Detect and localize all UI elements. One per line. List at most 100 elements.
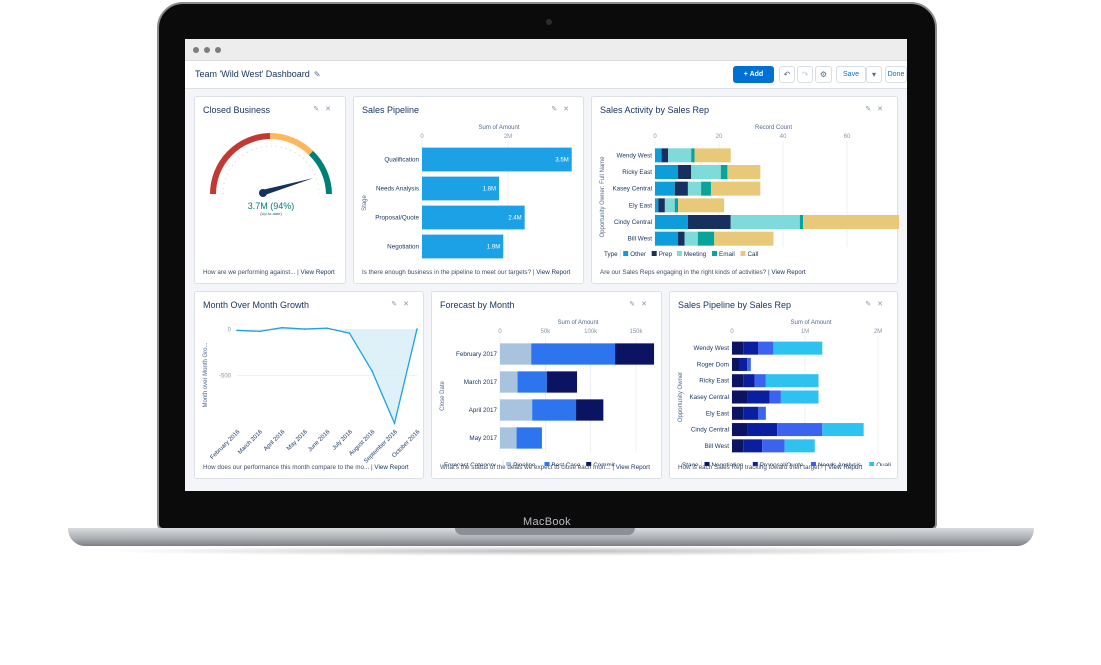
legend-label: Other [630, 251, 646, 258]
add-button[interactable]: + Add [733, 66, 774, 83]
legend-label: Email [719, 251, 735, 258]
bar-segment [730, 215, 800, 229]
legend-label: Call [748, 251, 759, 258]
gauge-needle-hub [259, 189, 267, 197]
bar-segment [655, 181, 675, 196]
bar-segment [732, 341, 744, 355]
close-icon[interactable]: ✕ [403, 301, 415, 308]
bar-segment [664, 198, 675, 213]
bar [422, 234, 504, 259]
view-report-link[interactable]: View Report [828, 464, 863, 471]
card-actions: ✎✕ [391, 300, 415, 308]
window-minimize-icon[interactable] [204, 47, 210, 53]
close-icon[interactable]: ✕ [641, 301, 653, 308]
dashboard-title: Team 'Wild West' Dashboard ✎ [195, 69, 321, 79]
legend-swatch [506, 462, 512, 466]
edit-icon[interactable]: ✎ [391, 301, 404, 308]
close-icon[interactable]: ✕ [325, 106, 337, 113]
category-label: Qualification [384, 157, 419, 164]
sales-pipeline-chart: Sum of Amount 0 2M Stage Qualification 3.5M Ne… [362, 125, 572, 261]
y-tick-label: -500 [219, 373, 232, 379]
settings-button[interactable]: ⚙ [815, 66, 832, 83]
close-icon[interactable]: ✕ [877, 106, 889, 113]
close-icon[interactable]: ✕ [877, 301, 889, 308]
edit-icon[interactable]: ✎ [865, 301, 878, 308]
legend-label: Needs Analysis [818, 462, 861, 466]
window-zoom-icon[interactable] [215, 47, 221, 53]
bar-segment [743, 439, 763, 453]
line-area [237, 327, 417, 424]
bar-segment [743, 374, 755, 388]
save-menu-button[interactable]: ▾ [866, 66, 882, 83]
category-label: Ely East [706, 410, 729, 417]
gauge-band-green [308, 150, 332, 195]
sales-activity-card: Sales Activity by Sales Rep ✎✕ Record Co… [591, 96, 899, 284]
edit-icon[interactable]: ✎ [313, 106, 326, 113]
edit-icon[interactable]: ✎ [629, 301, 642, 308]
x-axis-label: Record Count [755, 125, 792, 131]
category-label: Cindy Central [691, 427, 729, 434]
edit-icon[interactable]: ✎ [551, 106, 564, 113]
card-footer: Is there enough business in the pipeline… [362, 269, 571, 276]
bar-segment [694, 148, 731, 163]
x-axis-label: Sum of Amount [557, 320, 598, 326]
bar-segment [758, 341, 774, 355]
legend-swatch [623, 251, 629, 256]
edit-title-icon[interactable]: ✎ [313, 70, 321, 79]
undo-button[interactable]: ↶ [779, 66, 795, 83]
bar-segment [780, 390, 819, 404]
bar-segment [678, 165, 692, 179]
data-point [326, 327, 328, 329]
legend-label: Proposal/Quote [760, 462, 804, 466]
bar-segment [674, 181, 688, 196]
window-close-icon[interactable] [193, 47, 199, 53]
card-footer: How are we performing against... | View … [203, 269, 335, 276]
x-tick-label: April 2016 [263, 429, 287, 453]
legend-swatch [651, 251, 657, 256]
bar-data-label: 3.5M [555, 158, 568, 164]
card-actions: ✎✕ [629, 300, 653, 308]
y-axis-label: Month over Month Gro... [203, 342, 209, 407]
x-tick-label: 60 [844, 134, 851, 140]
bar-segment [732, 390, 748, 404]
forecast-chart: Sum of Amount 0 50k 100k 150k Close Date Febru… [440, 320, 655, 466]
card-title: Sales Pipeline [362, 105, 420, 115]
card-actions: ✎✕ [551, 105, 575, 113]
x-tick-label: March 2016 [237, 429, 264, 456]
edit-icon[interactable]: ✎ [865, 106, 878, 113]
bar-segment [747, 390, 770, 404]
data-point [393, 422, 396, 425]
forecast-card: Forecast by Month ✎✕ Sum of Amount 0 50k 10… [431, 291, 662, 479]
data-point [371, 370, 373, 372]
view-report-link[interactable]: View Report [374, 464, 409, 471]
x-tick-label: May 2016 [286, 429, 309, 452]
category-label: Wendy West [617, 152, 653, 159]
view-report-link[interactable]: View Report [300, 269, 335, 276]
bar-segment [691, 148, 695, 163]
x-tick-label: 0 [498, 329, 502, 335]
legend-swatch [869, 462, 875, 466]
save-button[interactable]: Save [836, 66, 866, 83]
x-tick-label: 50k [540, 329, 551, 335]
bar-segment [747, 357, 751, 371]
bar-segment [500, 427, 517, 449]
view-report-link[interactable]: View Report [615, 464, 650, 471]
bar-data-label: 1.9M [487, 245, 500, 251]
bar-segment [655, 215, 688, 229]
window-titlebar [185, 39, 907, 61]
bar-segment [517, 371, 547, 393]
bar-segment [500, 371, 518, 393]
bar-segment [678, 198, 725, 213]
bar [422, 205, 525, 230]
redo-button[interactable]: ↷ [797, 66, 813, 83]
bar-segment [720, 165, 728, 179]
view-report-link[interactable]: View Report [771, 269, 806, 276]
bar-segment [531, 343, 616, 365]
legend-label: Prep [659, 251, 673, 258]
close-icon[interactable]: ✕ [563, 106, 575, 113]
card-footer: How does our performance this month comp… [203, 464, 409, 471]
view-report-link[interactable]: View Report [536, 269, 571, 276]
done-button[interactable]: Done [885, 66, 907, 83]
dashboard-title-text: Team 'Wild West' Dashboard [195, 69, 310, 79]
bar-segment [687, 215, 731, 229]
